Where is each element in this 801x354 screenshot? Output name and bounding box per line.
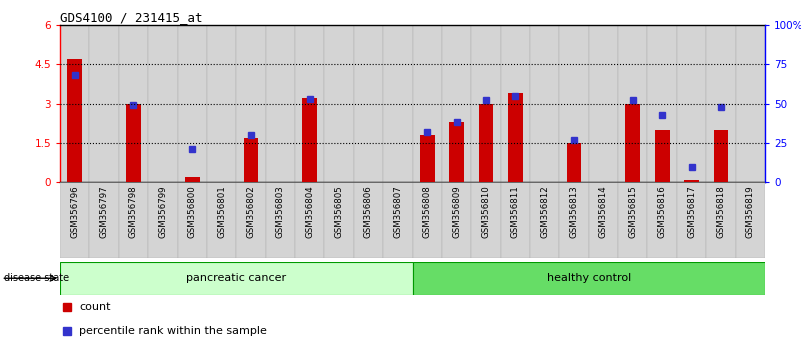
- Bar: [207, 25, 236, 182]
- Text: GSM356814: GSM356814: [599, 185, 608, 238]
- Text: GSM356798: GSM356798: [129, 185, 138, 238]
- Bar: [589, 25, 618, 182]
- Bar: [677, 182, 706, 258]
- Bar: [354, 25, 383, 182]
- Bar: [413, 262, 765, 295]
- Text: disease state: disease state: [4, 273, 69, 283]
- Text: GSM356801: GSM356801: [217, 185, 226, 238]
- Bar: [501, 182, 530, 258]
- Bar: [647, 25, 677, 182]
- Bar: [60, 182, 90, 258]
- Bar: [714, 130, 728, 182]
- Text: count: count: [79, 302, 111, 312]
- Bar: [654, 130, 670, 182]
- Bar: [126, 104, 141, 182]
- Bar: [501, 25, 530, 182]
- Text: GSM356818: GSM356818: [716, 185, 726, 238]
- Text: GSM356812: GSM356812: [540, 185, 549, 238]
- Bar: [236, 25, 266, 182]
- Bar: [618, 182, 647, 258]
- Bar: [295, 182, 324, 258]
- Bar: [530, 182, 559, 258]
- Text: GSM356797: GSM356797: [99, 185, 109, 238]
- Bar: [413, 182, 442, 258]
- Bar: [559, 182, 589, 258]
- Text: GSM356817: GSM356817: [687, 185, 696, 238]
- Bar: [706, 25, 735, 182]
- Text: GSM356806: GSM356806: [364, 185, 373, 238]
- Bar: [471, 182, 501, 258]
- Bar: [236, 182, 266, 258]
- Bar: [67, 59, 82, 182]
- Bar: [442, 182, 471, 258]
- Bar: [60, 25, 90, 182]
- Bar: [178, 25, 207, 182]
- Bar: [530, 25, 559, 182]
- Bar: [266, 182, 295, 258]
- Text: GSM356800: GSM356800: [187, 185, 197, 238]
- Bar: [90, 182, 119, 258]
- Bar: [354, 182, 383, 258]
- Text: GSM356796: GSM356796: [70, 185, 79, 238]
- Bar: [706, 182, 735, 258]
- Bar: [566, 143, 582, 182]
- Text: GSM356811: GSM356811: [511, 185, 520, 238]
- Bar: [148, 182, 178, 258]
- Bar: [383, 25, 413, 182]
- Bar: [471, 25, 501, 182]
- Bar: [119, 182, 148, 258]
- Bar: [684, 180, 698, 182]
- Bar: [60, 262, 413, 295]
- Text: GSM356803: GSM356803: [276, 185, 285, 238]
- Bar: [589, 182, 618, 258]
- Text: GDS4100 / 231415_at: GDS4100 / 231415_at: [60, 11, 203, 24]
- Bar: [302, 98, 317, 182]
- Text: GSM356810: GSM356810: [481, 185, 490, 238]
- Text: healthy control: healthy control: [546, 273, 631, 283]
- Text: GSM356807: GSM356807: [393, 185, 402, 238]
- Bar: [735, 25, 765, 182]
- Bar: [618, 25, 647, 182]
- Bar: [677, 25, 706, 182]
- Bar: [207, 182, 236, 258]
- Bar: [266, 25, 295, 182]
- Bar: [324, 25, 354, 182]
- Bar: [559, 25, 589, 182]
- Text: GSM356799: GSM356799: [159, 185, 167, 238]
- Text: GSM356808: GSM356808: [423, 185, 432, 238]
- Text: GSM356804: GSM356804: [305, 185, 314, 238]
- Bar: [244, 138, 258, 182]
- Bar: [324, 182, 354, 258]
- Bar: [383, 182, 413, 258]
- Bar: [295, 25, 324, 182]
- Text: GSM356809: GSM356809: [452, 185, 461, 238]
- Text: GSM356805: GSM356805: [335, 185, 344, 238]
- Text: GSM356815: GSM356815: [628, 185, 638, 238]
- Bar: [413, 25, 442, 182]
- Text: pancreatic cancer: pancreatic cancer: [186, 273, 286, 283]
- Text: percentile rank within the sample: percentile rank within the sample: [79, 326, 268, 336]
- Bar: [735, 182, 765, 258]
- Bar: [442, 25, 471, 182]
- Text: GSM356813: GSM356813: [570, 185, 578, 238]
- Bar: [449, 122, 464, 182]
- Bar: [508, 93, 522, 182]
- Bar: [90, 25, 119, 182]
- Bar: [647, 182, 677, 258]
- Text: GSM356802: GSM356802: [247, 185, 256, 238]
- Bar: [185, 177, 199, 182]
- Text: GSM356819: GSM356819: [746, 185, 755, 238]
- Bar: [626, 104, 640, 182]
- Bar: [148, 25, 178, 182]
- Bar: [119, 25, 148, 182]
- Text: GSM356816: GSM356816: [658, 185, 666, 238]
- Bar: [478, 104, 493, 182]
- Bar: [178, 182, 207, 258]
- Bar: [420, 135, 434, 182]
